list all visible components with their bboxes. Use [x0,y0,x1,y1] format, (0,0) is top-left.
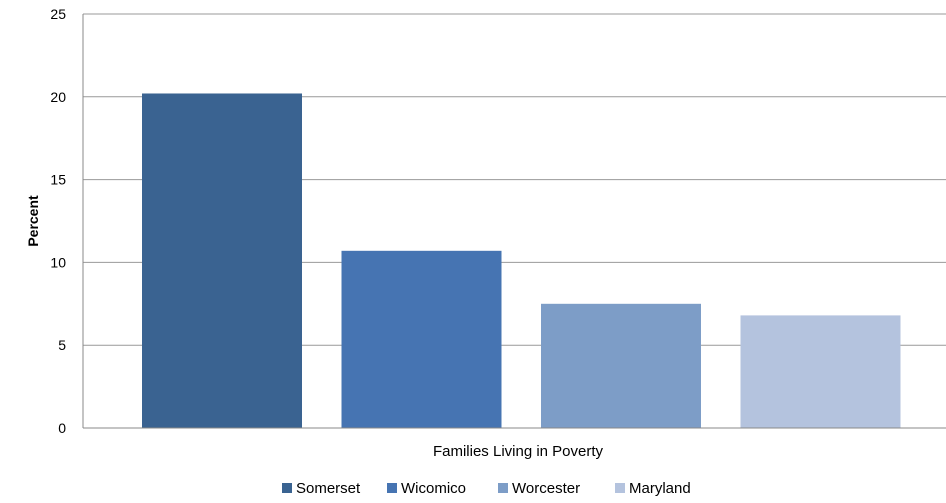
legend-label-somerset: Somerset [296,480,361,497]
bars [142,93,901,428]
y-tick-label: 15 [50,172,66,188]
legend-label-wicomico: Wicomico [401,480,466,497]
legend-swatch-maryland [615,483,625,493]
axes [82,14,946,429]
y-tick-label: 25 [50,6,66,22]
legend-label-worcester: Worcester [512,480,580,497]
y-tick-labels: 0 5 10 15 20 25 [50,6,66,436]
y-tick-label: 5 [58,337,66,353]
legend-swatch-wicomico [387,483,397,493]
bar-worcester [541,303,701,428]
y-tick-label: 20 [50,89,66,105]
legend-swatch-worcester [498,483,508,493]
legend-label-maryland: Maryland [629,480,691,497]
bar-wicomico [341,250,502,428]
bar-maryland [740,315,901,428]
y-tick-label: 0 [58,420,66,436]
y-axis-title: Percent [25,195,41,247]
legend: Somerset Wicomico Worcester Maryland [282,480,691,497]
category-label: Families Living in Poverty [433,443,604,460]
y-tick-label: 10 [50,254,66,270]
legend-swatch-somerset [282,483,292,493]
bar-somerset [142,93,302,428]
